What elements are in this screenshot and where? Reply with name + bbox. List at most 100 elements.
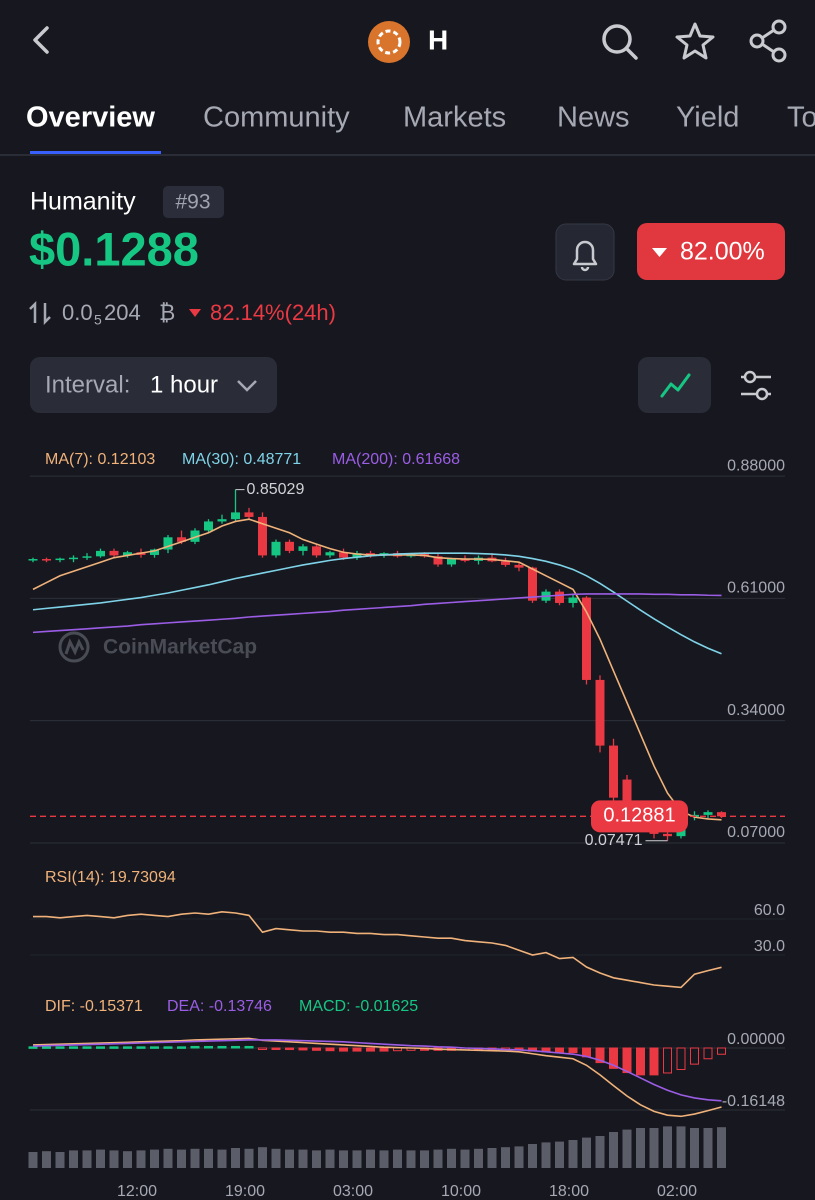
volume-bar	[582, 1137, 591, 1168]
tab[interactable]: News	[557, 102, 630, 134]
volume-bar	[622, 1129, 632, 1168]
candle-body	[528, 567, 537, 601]
volume-bar	[96, 1149, 105, 1168]
change-badge[interactable]	[637, 223, 785, 280]
volume-bar	[420, 1150, 429, 1168]
volume-bar	[366, 1149, 375, 1168]
candle-body	[339, 552, 348, 558]
rank-badge	[163, 186, 224, 218]
settings-button[interactable]	[741, 370, 771, 401]
candle-body	[582, 597, 591, 680]
volume-bar	[244, 1148, 254, 1168]
btc-price-lead: 0.0	[62, 300, 93, 325]
volume-bar	[69, 1150, 78, 1168]
volume-bar	[406, 1150, 416, 1168]
volume-bar	[676, 1126, 686, 1168]
candle-body	[622, 779, 632, 819]
volume-bar	[663, 1126, 672, 1168]
candle-body	[717, 812, 726, 817]
y-tick-label: 0.61000	[727, 580, 785, 597]
x-tick-label: 18:00	[549, 1183, 589, 1200]
candle-body	[447, 558, 456, 565]
macd-legend: DEA: -0.13746	[167, 998, 272, 1015]
change-badge-text: 82.00%	[680, 238, 765, 266]
macd-bar	[663, 1047, 672, 1074]
candle-body	[96, 550, 105, 557]
volume-bar	[217, 1149, 227, 1168]
macd-line	[32, 1039, 722, 1102]
volume-bar	[42, 1151, 51, 1168]
tab[interactable]: Overview	[26, 102, 155, 134]
x-tick-label: 10:00	[441, 1183, 481, 1200]
volume-bar	[528, 1144, 537, 1168]
macd-bar	[703, 1047, 713, 1060]
volume-bar	[325, 1149, 335, 1168]
volume-bar	[298, 1149, 308, 1168]
tab[interactable]: Yield	[676, 102, 739, 134]
watchlist-star[interactable]	[675, 22, 715, 60]
down-triangle	[652, 248, 667, 257]
back-button[interactable]	[33, 26, 49, 54]
macd-bar	[55, 1046, 65, 1049]
candle-body	[568, 597, 578, 603]
candle-body	[69, 557, 78, 560]
volume-bar	[433, 1149, 443, 1168]
y-tick-label: 0.88000	[727, 457, 785, 474]
swap-icon	[29, 300, 51, 326]
candle-body	[352, 553, 362, 558]
y-tick-label: 0.07000	[727, 824, 785, 841]
candle-body	[82, 556, 92, 558]
macd-bar	[690, 1047, 699, 1065]
y-tick-label: 60.0	[754, 902, 785, 919]
candle-body	[501, 561, 510, 565]
macd-bar	[676, 1047, 686, 1071]
alert-button[interactable]	[555, 223, 615, 281]
chart-type-button[interactable]	[638, 357, 711, 413]
volume-bar	[717, 1127, 726, 1168]
last-price-tag	[591, 800, 688, 833]
share-button[interactable]	[749, 19, 787, 63]
down-triangle	[189, 309, 201, 317]
volume-bar	[514, 1146, 524, 1168]
volume-bar	[447, 1148, 456, 1168]
candle-body	[190, 530, 200, 542]
tab[interactable]: To	[787, 102, 815, 134]
volume-bar	[690, 1128, 699, 1168]
macd-bar	[312, 1047, 321, 1051]
volume-bar	[649, 1128, 659, 1168]
candle-body	[217, 519, 227, 522]
coin-logo	[368, 21, 410, 63]
line-chart-icon	[660, 373, 691, 398]
x-tick-label: 12:00	[117, 1183, 157, 1200]
interval-value: 1 hour	[150, 371, 218, 398]
search-button[interactable]	[602, 24, 638, 60]
macd-bar	[325, 1047, 335, 1052]
candle-body	[298, 546, 308, 551]
coin-name: Humanity	[30, 188, 136, 216]
macd-legend: MACD: -0.01625	[299, 998, 418, 1015]
candle-body	[28, 559, 38, 561]
tab[interactable]: Markets	[403, 102, 506, 134]
interval-selector[interactable]	[30, 357, 277, 413]
macd-bar	[609, 1047, 618, 1069]
volume-bar	[636, 1128, 645, 1168]
tab[interactable]: Community	[203, 102, 350, 134]
ma-line	[32, 593, 722, 634]
macd-bar	[636, 1047, 645, 1076]
candle-body	[703, 812, 713, 815]
volume-bar	[609, 1132, 618, 1168]
x-tick-label: 02:00	[657, 1183, 697, 1200]
volume-bar	[109, 1150, 119, 1168]
chevron	[237, 380, 257, 392]
macd-bar	[649, 1047, 659, 1076]
macd-bar	[366, 1047, 375, 1052]
volume-bar	[82, 1150, 92, 1168]
volume-bar	[204, 1148, 213, 1168]
macd-bar	[231, 1045, 240, 1049]
volume-bar	[312, 1150, 321, 1168]
candle-body	[109, 550, 119, 556]
ma-line	[32, 552, 722, 655]
watermark-logo	[58, 631, 90, 663]
volume-bar	[595, 1136, 605, 1168]
